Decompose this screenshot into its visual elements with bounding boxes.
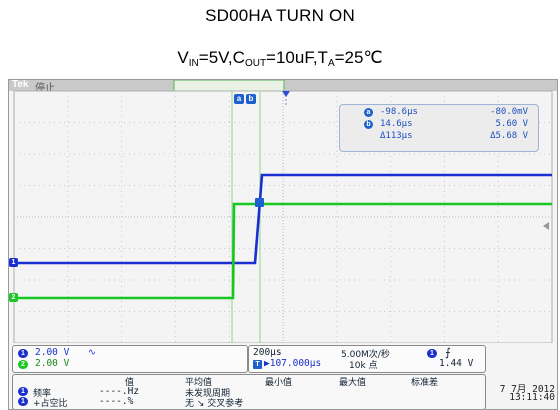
record-length: 10k 点: [349, 361, 378, 371]
ch1-scale: 2.00 V: [35, 347, 70, 358]
channel-settings-box[interactable]: 1 2.00 V ∿ 2 2.00 V: [12, 345, 248, 373]
meas-row1-status: 未发现周期: [185, 389, 231, 399]
trigger-position: ▶107.000µs: [264, 358, 322, 369]
ch2-scale: 2.00 V: [35, 358, 70, 369]
sample-rate: 5.00M次/秒: [341, 350, 390, 360]
cursor-a-tag: a: [234, 94, 244, 104]
brand-logo: Tek: [12, 79, 29, 90]
cursor-a-time: -98.6µs: [380, 107, 418, 117]
trigger-arrow-icon: [282, 91, 290, 97]
trigger-level-icon: [543, 222, 549, 230]
cursor-delta-time: Δ113µs: [380, 131, 413, 141]
trigger-position-badge: T: [253, 360, 262, 369]
meas-header-stddev: 标准差: [411, 378, 439, 388]
ch1-ground-marker: 1: [9, 258, 18, 267]
meas-row1-name: 频率: [33, 389, 52, 399]
cursor-delta-volt: Δ5.68 V: [490, 131, 528, 141]
meas-row1-value: ----.Hz: [99, 386, 140, 397]
ch2-ground-marker: 2: [9, 293, 18, 302]
cursor-a-volt: -80.0mV: [490, 107, 528, 117]
meas-row1-channel: 1: [18, 387, 28, 396]
scope-date: 7 7月 2012: [499, 384, 555, 395]
cursor-b-badge: b: [364, 120, 373, 129]
acquisition-state: 停止: [35, 83, 55, 94]
trigger-slope-icon: ⨍: [445, 346, 451, 359]
graticule-grid: [14, 91, 552, 343]
trigger-source-badge: 1: [427, 349, 437, 358]
cursor-a-badge: a: [364, 108, 373, 117]
trigger-t-badge: [255, 198, 264, 207]
cursor-b-time: 14.6µs: [380, 119, 413, 129]
chart-title: SD00HA TURN ON: [205, 6, 355, 25]
ch1-waveform: [15, 173, 552, 265]
ch2-badge: 2: [18, 360, 28, 369]
cursor-b-tag: b: [246, 94, 256, 104]
meas-header-min: 最小值: [265, 378, 293, 388]
scope-bottom-panel: 1 2.00 V ∿ 2 2.00 V 200µs 5.00M次/秒 1 ⨍ T…: [9, 343, 557, 409]
timebase-trigger-box[interactable]: 200µs 5.00M次/秒 1 ⨍ T ▶107.000µs 10k 点 1.…: [248, 345, 486, 373]
trigger-position-window: [173, 80, 285, 92]
cursor-readout-panel: a -98.6µs -80.0mV b 14.6µs 5.60 V Δ113µs…: [339, 104, 539, 152]
meas-row2-channel: 1: [18, 397, 28, 406]
meas-header-mean: 平均值: [185, 378, 213, 388]
meas-row2-name: +占空比: [33, 399, 68, 409]
timebase-per-div: 200µs: [253, 347, 282, 358]
meas-header-value: 值: [125, 378, 135, 388]
trigger-level: 1.44 V: [439, 358, 474, 369]
scope-time: 13:11:40: [509, 392, 555, 403]
cursor-b-volt: 5.60 V: [495, 119, 528, 129]
ch1-badge: 1: [18, 349, 28, 358]
meas-header-max: 最大值: [339, 378, 367, 388]
oscilloscope-screen: Tek 停止 a b 1 2 a -98.6µs -80.0mV b 14.6µ…: [8, 79, 558, 410]
measurement-table: 值 平均值 最小值 最大值 标准差 1 频率 ----.Hz 未发现周期 1 +…: [12, 374, 486, 409]
meas-row2-status: 无 ↘ 交叉参考: [185, 399, 244, 409]
test-conditions: VIN=5V,COUT=10uF,TA=25℃: [177, 48, 383, 69]
meas-row2-value: ----.%: [99, 396, 134, 407]
ch1-coupling-icon: ∿: [88, 347, 96, 358]
ch2-waveform: [15, 202, 552, 300]
